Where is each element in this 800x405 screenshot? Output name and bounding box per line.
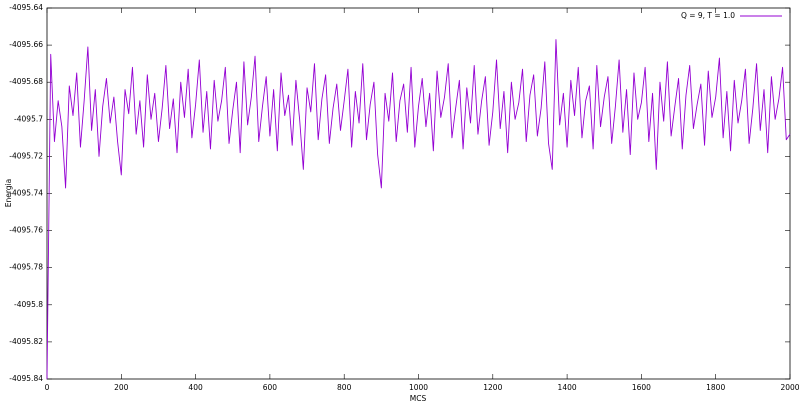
- y-tick-label: -4095.8: [14, 300, 43, 309]
- y-tick-label: -4095.78: [9, 263, 43, 272]
- y-tick-label: -4095.72: [9, 151, 43, 160]
- y-tick-label: -4095.84: [9, 374, 43, 383]
- x-tick-label: 1600: [632, 383, 651, 392]
- x-tick-label: 1000: [409, 383, 428, 392]
- x-tick-label: 400: [188, 383, 203, 392]
- x-tick-label: 1400: [558, 383, 577, 392]
- plot-frame: [46, 7, 791, 380]
- x-tick-label: 800: [337, 383, 352, 392]
- y-tick-label: -4095.68: [9, 77, 43, 86]
- y-tick-label: -4095.64: [9, 3, 43, 12]
- x-tick-label: 0: [45, 383, 50, 392]
- x-tick-label: 1200: [483, 383, 502, 392]
- y-tick-label: -4095.66: [9, 40, 43, 49]
- x-tick-label: 200: [114, 383, 129, 392]
- legend-label: Q = 9, T = 1.0: [681, 11, 735, 20]
- y-axis-label: Energia: [4, 179, 13, 208]
- y-tick-label: -4095.74: [9, 189, 43, 198]
- x-tick-label: 600: [263, 383, 278, 392]
- data-line: [46, 39, 791, 380]
- y-tick-label: -4095.7: [14, 114, 43, 123]
- y-tick-label: -4095.82: [9, 337, 43, 346]
- x-tick-label: 2000: [780, 383, 799, 392]
- x-axis-label: MCS: [410, 394, 427, 403]
- x-tick-label: 1800: [706, 383, 725, 392]
- y-tick-label: -4095.76: [9, 226, 43, 235]
